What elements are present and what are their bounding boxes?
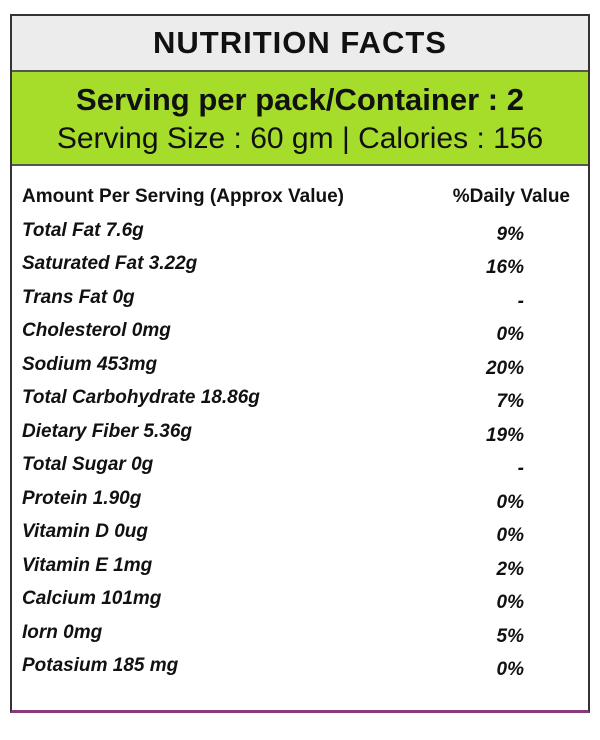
nutrient-name: Calcium 101mg (22, 588, 162, 609)
nutrient-row: Iorn 0mg 5% (12, 618, 588, 652)
nutrient-name: Saturated Fat 3.22g (22, 253, 198, 274)
serving-band: Serving per pack/Container : 2 Serving S… (12, 72, 588, 166)
nutrient-row: Cholesterol 0mg 0% (12, 316, 588, 350)
nutrient-table: Amount Per Serving (Approx Value) %Daily… (12, 166, 588, 685)
daily-value: - (517, 290, 524, 312)
nutrient-name: Cholesterol 0mg (22, 320, 171, 341)
nutrient-row: Potasium 185 mg 0% (12, 651, 588, 685)
nutrient-name: Total Sugar 0g (22, 454, 154, 475)
nutrient-name: Iorn 0mg (22, 621, 103, 643)
table-header: Amount Per Serving (Approx Value) %Daily… (12, 182, 588, 216)
daily-value: 0% (496, 491, 524, 513)
nutrient-row: Total Sugar 0g - (12, 450, 588, 484)
column-header: %Daily Value (452, 186, 570, 207)
nutrient-row: Trans Fat 0g - (12, 283, 588, 317)
nutrient-name: Sodium 453mg (22, 353, 158, 375)
daily-value: 20% (485, 357, 524, 379)
serving-size: Serving Size : 60 gm | Calories : 156 (56, 122, 544, 155)
nutrient-row: Vitamin E 1mg 2% (12, 551, 588, 585)
nutrient-name: Trans Fat 0g (22, 286, 135, 308)
nutrition-label: NUTRITION FACTS Serving per pack/Contain… (10, 14, 590, 713)
nutrient-name: Total Fat 7.6g (22, 219, 144, 241)
daily-value: 16% (485, 257, 524, 278)
daily-value: - (517, 458, 524, 479)
nutrient-row: Protein 1.90g 0% (12, 484, 588, 518)
nutrient-name: Protein 1.90g (22, 487, 142, 509)
nutrient-name: Vitamin D 0ug (22, 521, 148, 542)
nutrient-name: Total Carbohydrate 18.86g (22, 387, 260, 408)
nutrient-row: Calcium 101mg 0% (12, 584, 588, 618)
daily-value: 0% (496, 659, 524, 680)
nutrient-row: Dietary Fiber 5.36g 19% (12, 417, 588, 451)
daily-value: 5% (496, 625, 524, 647)
nutrient-row: Vitamin D 0ug 0% (12, 517, 588, 551)
daily-value: 0% (496, 525, 524, 546)
nutrient-row: Sodium 453mg 20% (12, 350, 588, 384)
nutrient-name: Vitamin E 1mg (22, 554, 153, 576)
column-header: Amount Per Serving (Approx Value) (22, 186, 344, 207)
nutrient-row: Total Carbohydrate 18.86g 7% (12, 383, 588, 417)
daily-value: 9% (496, 223, 524, 245)
daily-value: 7% (496, 391, 524, 412)
title: NUTRITION FACTS (153, 25, 447, 60)
title-band: NUTRITION FACTS (12, 16, 588, 72)
nutrient-name: Potasium 185 mg (22, 655, 179, 676)
nutrient-name: Dietary Fiber 5.36g (22, 420, 193, 442)
servings-per-pack: Serving per pack/Container : 2 (76, 82, 524, 117)
daily-value: 0% (496, 592, 524, 613)
daily-value: 2% (496, 558, 524, 580)
daily-value: 19% (485, 424, 524, 446)
nutrient-row: Total Fat 7.6g 9% (12, 216, 588, 250)
nutrient-row: Saturated Fat 3.22g 16% (12, 249, 588, 283)
daily-value: 0% (496, 324, 524, 345)
